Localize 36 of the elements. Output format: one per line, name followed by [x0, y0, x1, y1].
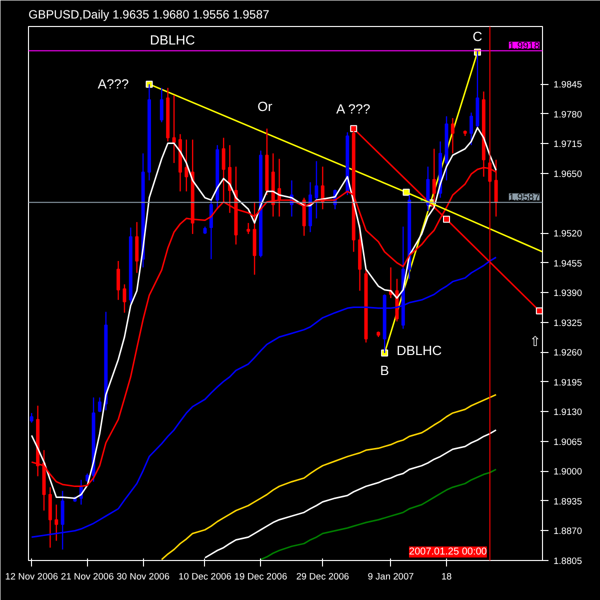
chart-title: GBPUSD,Daily 1.9635 1.9680 1.9556 1.9587	[28, 8, 270, 22]
y-tick-label: 1.9260	[554, 348, 582, 358]
y-tick-label: 1.8805	[554, 556, 582, 566]
y-tick-label: 1.9000	[554, 466, 582, 477]
x-tick-label: 21 Nov 2006	[60, 572, 114, 582]
x-tick-label: 19 Dec 2006	[234, 572, 288, 582]
y-tick-label: 1.9065	[554, 436, 582, 447]
ref-line-label: 1.9918	[508, 40, 540, 52]
x-tick-label: 10 Dec 2006	[178, 572, 232, 582]
y-tick-label: 1.9845	[554, 80, 582, 90]
y-tick-label: 1.8935	[554, 496, 582, 506]
x-tick-label: 30 Nov 2006	[116, 572, 170, 582]
annotation: A???	[98, 76, 129, 92]
annotation: ⇧	[529, 334, 540, 350]
y-tick-label: 1.9390	[554, 288, 582, 298]
annotation: B	[380, 363, 390, 378]
annotation: DBLHC	[396, 342, 442, 358]
y-tick-label: 1.9715	[554, 139, 582, 150]
annotation: C	[472, 29, 483, 44]
annotation: DBLHC	[150, 32, 196, 48]
x-tick-label: 12 Nov 2006	[5, 572, 58, 582]
y-tick-label: 1.9130	[554, 407, 582, 418]
ref-line-label: 2007.01.25 00:00	[409, 546, 488, 558]
y-tick-label: 1.9650	[554, 169, 582, 180]
y-tick-label: 1.9455	[554, 258, 582, 268]
x-tick-label: 9 Jan 2007	[368, 572, 414, 582]
x-tick-label: 18	[441, 572, 452, 582]
y-tick-label: 1.9195	[554, 377, 582, 388]
x-tick-label: 29 Dec 2006	[296, 572, 350, 582]
y-tick-label: 1.9325	[554, 318, 582, 328]
annotation: A ???	[336, 102, 370, 117]
ref-line-label: 1.9587	[508, 192, 540, 204]
y-tick-label: 1.9780	[554, 109, 582, 120]
y-tick-label: 1.8870	[554, 526, 582, 536]
y-tick-label: 1.9520	[554, 228, 582, 239]
annotation: Or	[258, 99, 273, 114]
